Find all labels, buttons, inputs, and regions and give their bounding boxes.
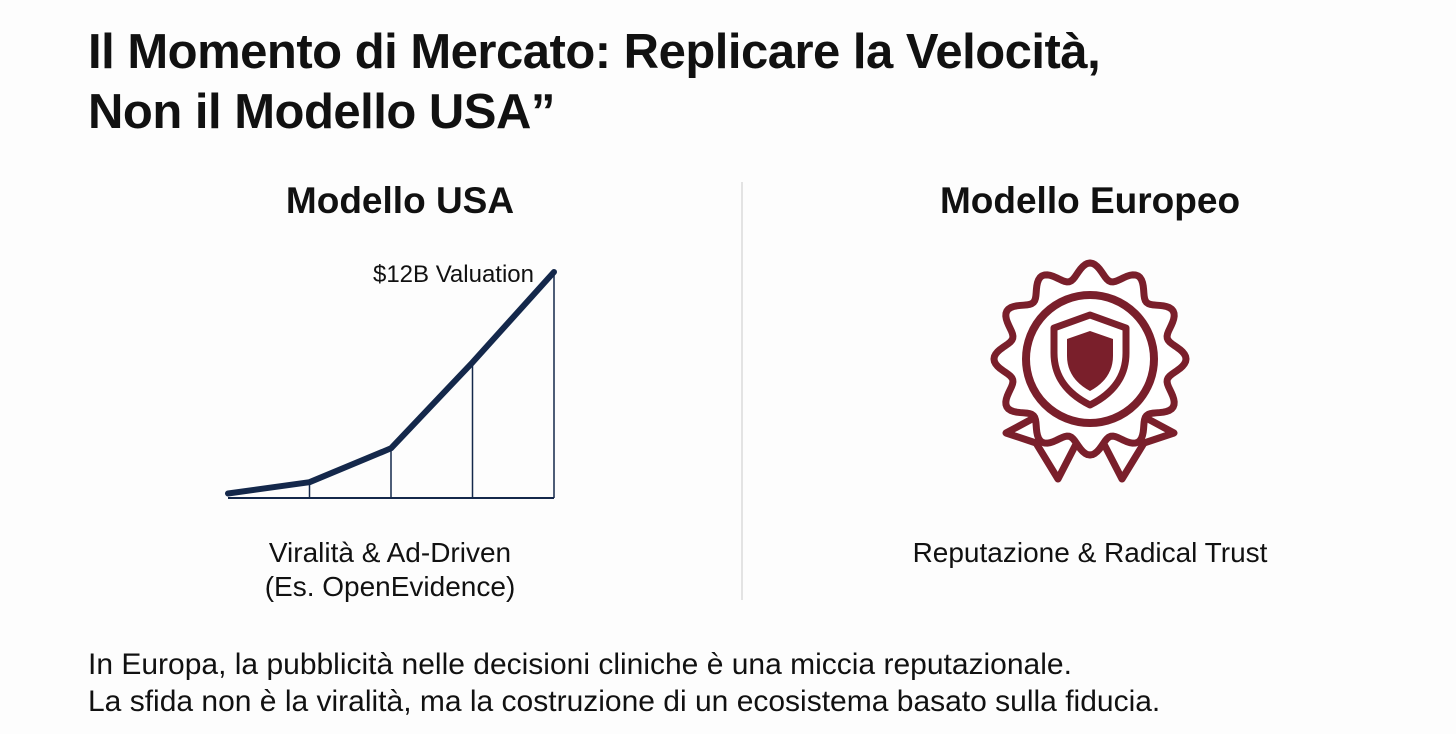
growth-chart: $12B Valuation — [225, 261, 557, 499]
eu-model-caption: Reputazione & Radical Trust — [840, 536, 1340, 570]
column-divider — [741, 182, 743, 600]
valuation-annotation: $12B Valuation — [373, 261, 534, 288]
footer-line-1: In Europa, la pubblicità nelle decisioni… — [88, 648, 1072, 681]
eu-caption-text: Reputazione & Radical Trust — [912, 537, 1268, 568]
title-line-1: Il Momento di Mercato: Replicare la Velo… — [88, 25, 1101, 79]
footer-line-2: La sfida non è la viralità, ma la costru… — [88, 685, 1161, 718]
badge-ring — [1022, 291, 1158, 427]
award-badge-shield-icon — [990, 259, 1190, 483]
footer-text: In Europa, la pubblicità nelle decisioni… — [88, 646, 1160, 720]
us-caption-line-1: Viralità & Ad-Driven — [268, 537, 512, 568]
eu-model-heading: Modello Europeo — [939, 180, 1241, 221]
us-model-heading: Modello USA — [285, 180, 515, 221]
us-model-caption: Viralità & Ad-Driven (Es. OpenEvidence) — [190, 536, 590, 604]
shield-fill — [1067, 331, 1113, 391]
growth-line — [225, 269, 557, 497]
page-title: Il Momento di Mercato: Replicare la Velo… — [88, 22, 1101, 142]
title-line-2: Non il Modello USA” — [88, 85, 555, 139]
shield-outline — [1050, 311, 1130, 409]
chart-layer — [225, 269, 557, 499]
us-caption-line-2: (Es. OpenEvidence) — [264, 571, 516, 602]
